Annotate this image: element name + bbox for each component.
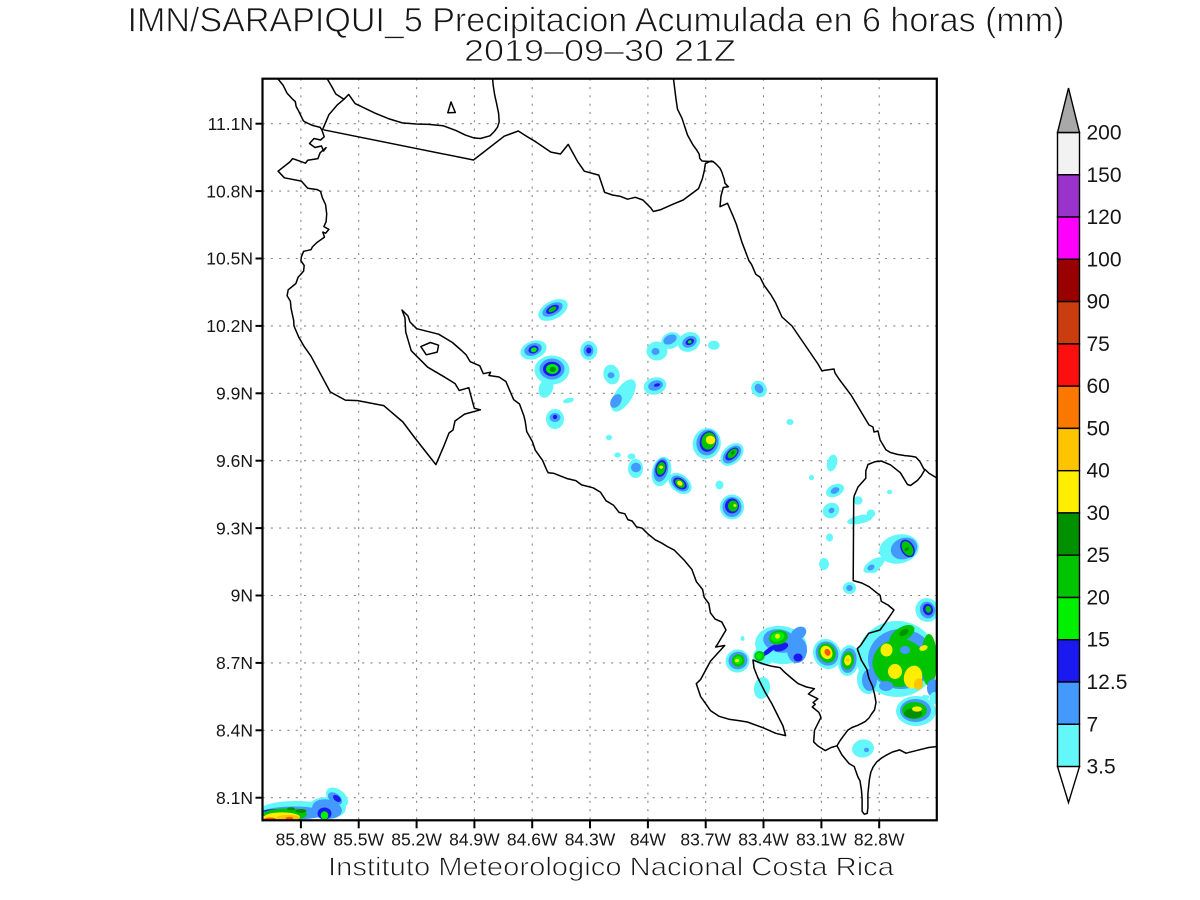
svg-text:83.1W: 83.1W bbox=[796, 830, 847, 850]
svg-text:Instituto Meteorologico Nacion: Instituto Meteorologico Nacional Costa R… bbox=[328, 852, 895, 882]
svg-text:85.5W: 85.5W bbox=[333, 830, 384, 850]
svg-text:8.1N: 8.1N bbox=[216, 788, 253, 808]
svg-text:90: 90 bbox=[1087, 291, 1110, 314]
svg-text:75: 75 bbox=[1087, 333, 1110, 356]
svg-text:11.1N: 11.1N bbox=[208, 114, 253, 134]
svg-text:10.5N: 10.5N bbox=[206, 249, 253, 269]
svg-text:84.3W: 84.3W bbox=[565, 830, 616, 850]
svg-text:40: 40 bbox=[1087, 460, 1110, 483]
svg-text:85.2W: 85.2W bbox=[391, 830, 442, 850]
svg-text:120: 120 bbox=[1087, 206, 1122, 229]
svg-text:84W: 84W bbox=[630, 830, 666, 850]
svg-text:84.6W: 84.6W bbox=[507, 830, 558, 850]
svg-text:8.4N: 8.4N bbox=[216, 721, 253, 741]
svg-text:82.8W: 82.8W bbox=[854, 830, 905, 850]
svg-text:9N: 9N bbox=[231, 586, 253, 606]
svg-text:200: 200 bbox=[1087, 122, 1122, 145]
svg-text:8.7N: 8.7N bbox=[216, 653, 253, 673]
svg-text:60: 60 bbox=[1087, 375, 1110, 398]
svg-text:83.4W: 83.4W bbox=[738, 830, 789, 850]
svg-text:84.9W: 84.9W bbox=[449, 830, 500, 850]
svg-text:9.6N: 9.6N bbox=[216, 451, 253, 471]
svg-text:9.3N: 9.3N bbox=[216, 518, 253, 538]
svg-text:50: 50 bbox=[1087, 417, 1110, 440]
svg-text:7: 7 bbox=[1087, 713, 1099, 736]
svg-text:150: 150 bbox=[1087, 164, 1122, 187]
svg-text:2019–09–30 21Z: 2019–09–30 21Z bbox=[464, 33, 736, 68]
svg-text:30: 30 bbox=[1087, 502, 1110, 525]
svg-text:15: 15 bbox=[1087, 629, 1110, 652]
svg-text:IMN/SARAPIQUI_5 Precipitacion: IMN/SARAPIQUI_5 Precipitacion Acumulada … bbox=[128, 2, 1065, 40]
svg-text:10.8N: 10.8N bbox=[206, 181, 253, 201]
svg-text:25: 25 bbox=[1087, 544, 1110, 567]
svg-text:3.5: 3.5 bbox=[1087, 756, 1116, 779]
svg-text:85.8W: 85.8W bbox=[276, 830, 327, 850]
svg-text:12.5: 12.5 bbox=[1087, 671, 1128, 694]
svg-text:20: 20 bbox=[1087, 587, 1110, 610]
svg-text:83.7W: 83.7W bbox=[680, 830, 731, 850]
svg-text:10.2N: 10.2N bbox=[206, 316, 253, 336]
svg-text:100: 100 bbox=[1087, 248, 1122, 271]
svg-text:9.9N: 9.9N bbox=[216, 384, 253, 404]
